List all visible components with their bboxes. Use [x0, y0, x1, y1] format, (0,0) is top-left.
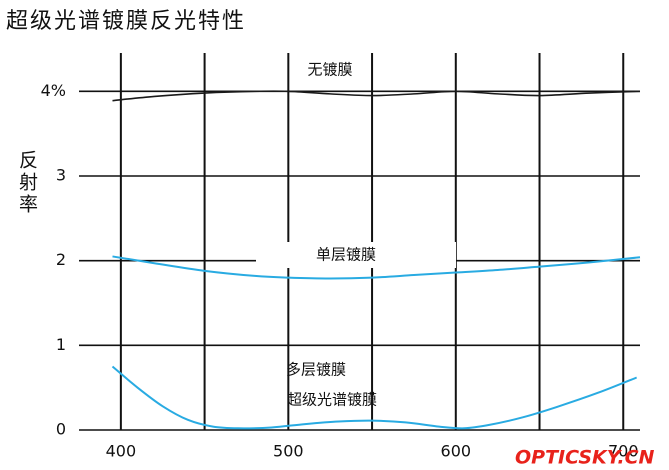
x-tick-label: 600	[441, 442, 472, 461]
label-background	[256, 242, 456, 268]
series-label: 多层镀膜	[286, 361, 346, 379]
y-axis-label: 反射率	[16, 150, 38, 216]
y-tick-label: 0	[56, 420, 66, 439]
x-tick-label: 400	[106, 442, 137, 461]
x-tick-label: 700	[608, 442, 639, 461]
annotation: 超级光谱镀膜	[287, 391, 377, 409]
y-tick-label: 2	[56, 250, 66, 269]
series-line	[111, 365, 638, 430]
x-tick-label: 500	[273, 442, 304, 461]
series-label: 无镀膜	[307, 61, 352, 79]
series-label: 单层镀膜	[316, 246, 376, 264]
y-tick-label: 3	[56, 166, 66, 185]
y-tick-label: 1	[56, 335, 66, 354]
series-line	[112, 255, 641, 280]
watermark: OPTICSKY.CN	[515, 447, 655, 469]
series-line	[112, 90, 641, 102]
chart-title: 超级光谱镀膜反光特性	[6, 9, 246, 34]
y-tick-label: 4%	[41, 81, 66, 100]
